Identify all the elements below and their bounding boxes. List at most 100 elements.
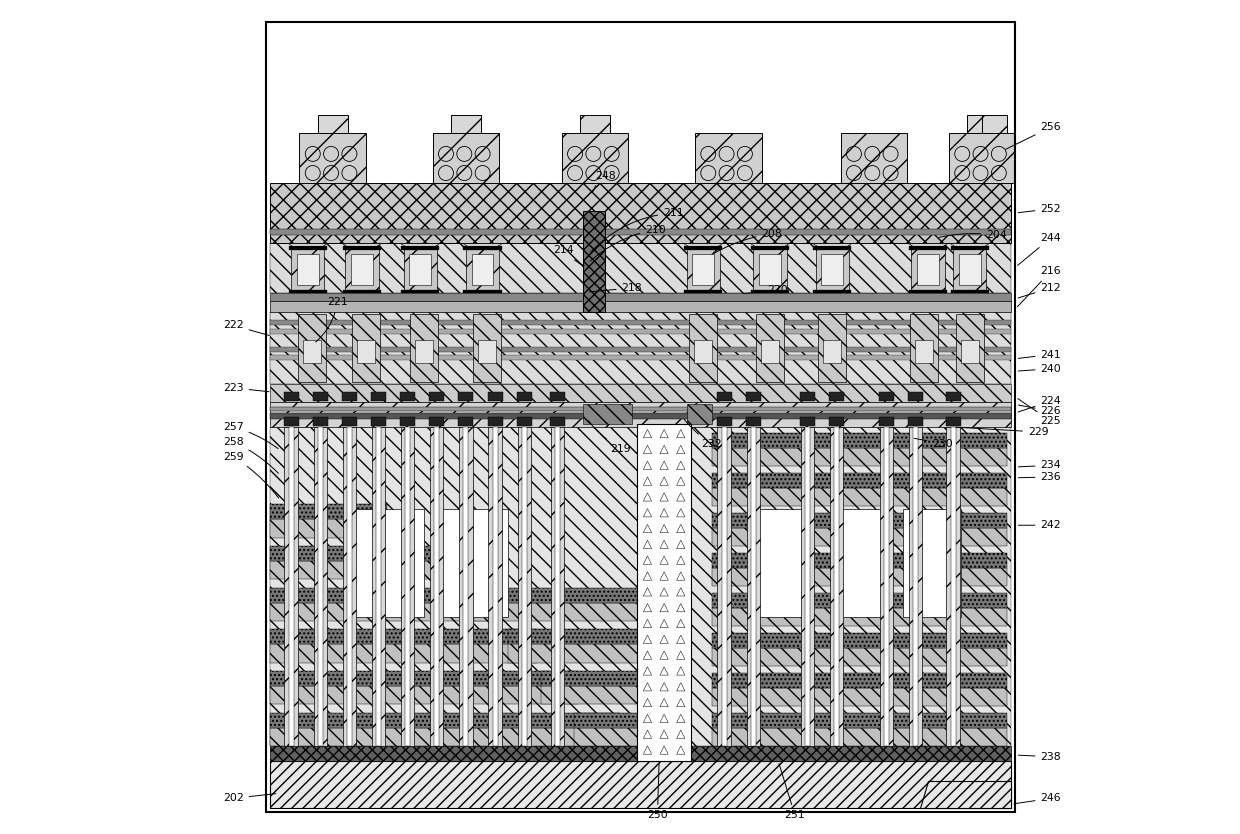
Polygon shape — [464, 244, 502, 246]
Polygon shape — [401, 244, 439, 246]
Bar — [909, 246, 947, 249]
Bar — [459, 392, 474, 401]
Bar — [954, 244, 986, 291]
Bar — [574, 727, 657, 746]
Polygon shape — [660, 445, 668, 454]
Bar — [818, 314, 847, 382]
Bar — [270, 546, 436, 561]
Bar — [517, 427, 531, 746]
Polygon shape — [951, 244, 988, 246]
Bar — [474, 603, 657, 621]
Bar — [471, 254, 494, 285]
Bar — [694, 339, 713, 363]
Polygon shape — [644, 636, 652, 644]
Bar — [376, 427, 381, 746]
Bar — [459, 427, 472, 746]
Text: 238: 238 — [1018, 751, 1061, 761]
Bar — [270, 588, 487, 603]
Polygon shape — [644, 572, 652, 580]
Text: 250: 250 — [647, 764, 668, 820]
Bar — [270, 686, 578, 704]
Bar — [750, 289, 789, 293]
Bar — [517, 417, 532, 426]
Bar — [712, 528, 1007, 546]
Bar — [312, 417, 327, 426]
Text: 259: 259 — [223, 452, 279, 498]
Text: 256: 256 — [1006, 123, 1061, 149]
Bar — [464, 246, 502, 249]
Polygon shape — [677, 556, 684, 565]
Bar — [401, 427, 414, 746]
Bar — [712, 568, 1007, 586]
Polygon shape — [660, 698, 668, 706]
Bar — [342, 427, 356, 746]
Bar — [299, 133, 366, 183]
Bar — [436, 509, 507, 617]
Bar — [517, 392, 532, 401]
Bar — [583, 210, 605, 312]
Bar — [401, 289, 439, 293]
Polygon shape — [677, 620, 684, 628]
Polygon shape — [644, 461, 652, 470]
Bar — [284, 392, 299, 401]
Bar — [291, 244, 325, 291]
Bar — [270, 413, 1012, 419]
Bar — [816, 244, 849, 291]
Bar — [270, 520, 387, 538]
Bar — [884, 427, 889, 746]
Bar — [342, 392, 357, 401]
Bar — [270, 407, 1012, 411]
Bar — [270, 402, 1012, 427]
Bar — [813, 289, 852, 293]
Bar — [317, 427, 322, 746]
Bar — [689, 314, 718, 382]
Bar — [270, 561, 436, 580]
Bar — [429, 417, 444, 426]
Bar — [507, 645, 657, 663]
Bar — [522, 427, 527, 746]
Bar — [270, 727, 620, 746]
Bar — [753, 244, 786, 291]
Bar — [692, 254, 714, 285]
Bar — [712, 648, 1007, 666]
Bar — [580, 115, 610, 133]
Text: 242: 242 — [1018, 520, 1061, 530]
Polygon shape — [644, 525, 652, 533]
Polygon shape — [644, 730, 652, 738]
Bar — [405, 427, 410, 746]
Text: 202: 202 — [223, 793, 275, 803]
Polygon shape — [677, 604, 684, 612]
Bar — [284, 427, 298, 746]
Bar — [401, 417, 415, 426]
Bar — [551, 392, 565, 401]
Bar — [270, 183, 1012, 243]
Bar — [684, 246, 723, 249]
Bar — [694, 133, 761, 183]
Bar — [298, 314, 326, 382]
Bar — [951, 246, 988, 249]
Bar — [951, 427, 956, 746]
Polygon shape — [644, 698, 652, 706]
Bar — [270, 355, 1012, 360]
Bar — [289, 427, 294, 746]
Bar — [879, 427, 893, 746]
Text: 221: 221 — [316, 297, 347, 342]
Text: 210: 210 — [590, 224, 666, 261]
Text: 234: 234 — [1018, 460, 1061, 470]
Bar — [352, 314, 381, 382]
Bar — [684, 289, 723, 293]
Polygon shape — [660, 730, 668, 738]
Bar — [317, 115, 347, 133]
Bar — [296, 254, 319, 285]
Bar — [959, 254, 981, 285]
Polygon shape — [677, 746, 684, 754]
Polygon shape — [677, 477, 684, 485]
Bar — [433, 133, 500, 183]
Bar — [562, 133, 629, 183]
Bar — [477, 339, 496, 363]
Bar — [351, 254, 373, 285]
Text: 204: 204 — [939, 230, 1007, 240]
Bar — [270, 243, 1012, 293]
Text: 223: 223 — [223, 383, 269, 393]
Bar — [759, 254, 781, 285]
